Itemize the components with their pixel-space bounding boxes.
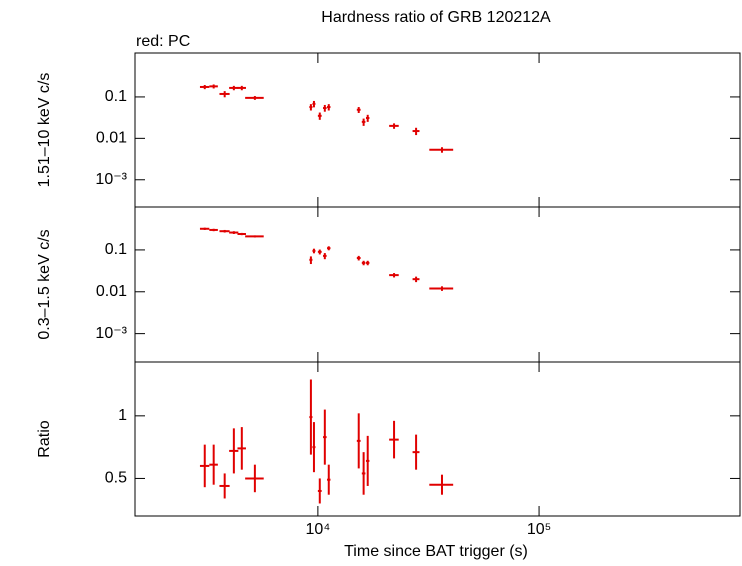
y-tick-label: 10⁻³ — [95, 171, 127, 188]
x-tick-label: 10⁵ — [527, 521, 551, 538]
panel-frame — [134, 361, 741, 517]
y-tick-label: 10⁻³ — [95, 325, 127, 342]
legend-note: red: PC — [136, 33, 190, 50]
y-tick-label: 1 — [118, 407, 127, 424]
y-tick-label: 0.1 — [105, 88, 127, 105]
y-axis-label: Ratio — [36, 420, 53, 457]
chart-title: Hardness ratio of GRB 120212A — [321, 9, 551, 26]
y-axis-label: 1.51–10 keV c/s — [36, 73, 53, 188]
y-tick-label: 0.1 — [105, 241, 127, 258]
x-axis-label: Time since BAT trigger (s) — [344, 543, 528, 560]
y-tick-label: 0.01 — [96, 283, 127, 300]
panel-frame — [134, 52, 741, 208]
y-tick-label: 0.01 — [96, 130, 127, 147]
y-axis-label: 0.3–1.5 keV c/s — [36, 229, 53, 339]
x-tick-label: 10⁴ — [306, 521, 331, 538]
y-tick-label: 0.5 — [105, 470, 127, 487]
